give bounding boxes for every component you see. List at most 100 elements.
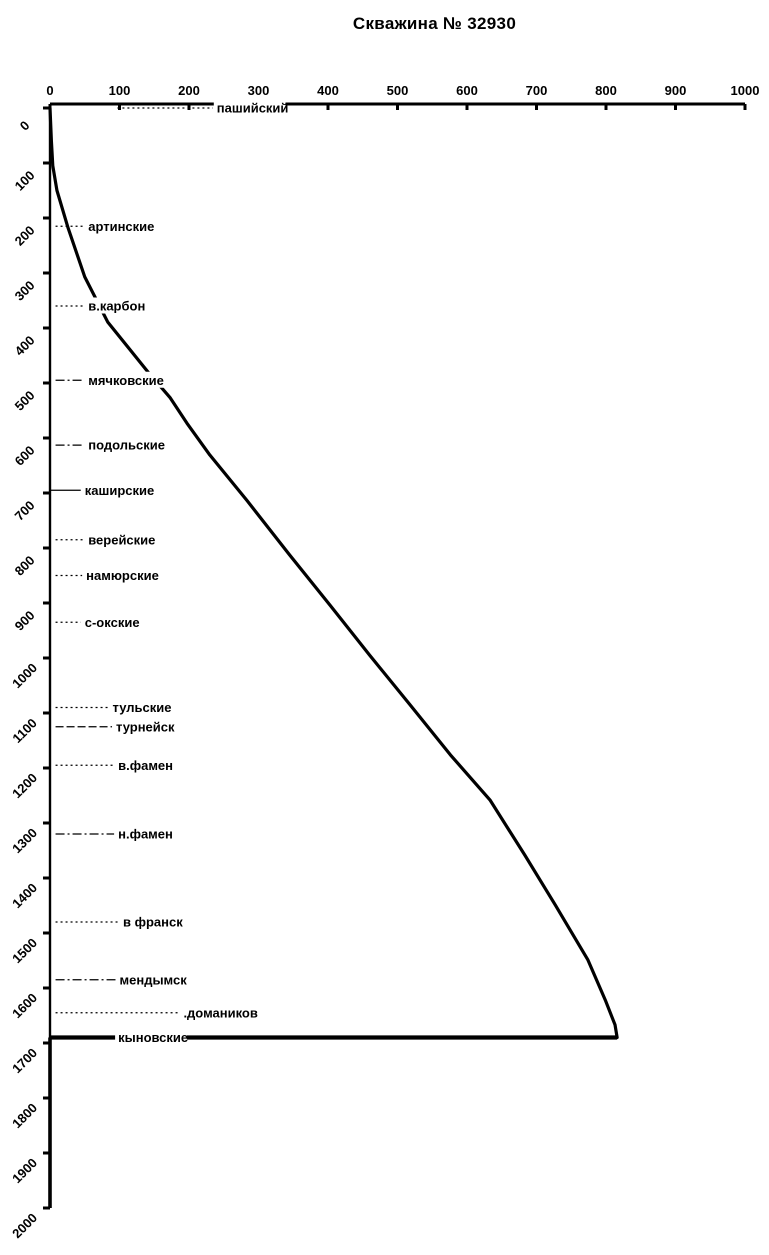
x-axis-tick: [604, 104, 608, 110]
horizon-label-bg: [109, 699, 174, 715]
horizon-label: намюрские: [86, 568, 159, 583]
horizon-label: .домаников: [183, 1005, 257, 1020]
y-axis-tick-label: 300: [12, 278, 38, 304]
x-axis-tick-label: 100: [109, 83, 131, 98]
x-axis-tick: [674, 104, 677, 110]
y-axis-tick: [43, 876, 50, 880]
horizon-label-bg: [113, 718, 178, 735]
y-axis-tick-label: 500: [12, 388, 38, 414]
x-axis-tick-label: 1000: [731, 83, 760, 98]
horizon-label: турнейск: [116, 719, 175, 734]
x-axis-tick-label: 300: [248, 83, 270, 98]
y-axis-tick-label: 700: [12, 498, 38, 524]
horizon-label: в.фамен: [118, 758, 173, 773]
y-axis-tick: [43, 271, 50, 275]
horizon-label: артинские: [88, 219, 154, 234]
x-axis-tick-label: 500: [387, 83, 409, 98]
y-axis-tick: [43, 491, 50, 495]
y-axis-tick-label: 1100: [9, 715, 40, 746]
y-axis-tick: [43, 106, 50, 110]
horizon-label-bg: [85, 217, 157, 234]
horizon-label-bg: [180, 1004, 260, 1021]
y-axis-tick: [43, 1041, 50, 1045]
y-axis-tick-label: 600: [12, 443, 38, 469]
x-axis-tick-label: 900: [665, 83, 687, 98]
y-axis-tick: [43, 381, 50, 385]
y-axis-tick-label: 1500: [9, 935, 40, 966]
x-axis-tick-label: 600: [456, 83, 478, 98]
horizon-label: в.карбон: [88, 299, 145, 314]
y-axis-tick-label: 1800: [9, 1100, 40, 1131]
horizon-label-bg: [119, 913, 185, 930]
y-axis-tick: [43, 711, 50, 715]
horizon-label: пашийский: [217, 101, 289, 116]
x-axis-tick-label: 200: [178, 83, 200, 98]
horizon-label-bg: [85, 371, 165, 388]
x-axis-tick-label: 400: [317, 83, 339, 98]
horizon-label: с-окские: [85, 615, 140, 630]
y-axis-tick: [43, 821, 50, 825]
chart-title: Скважина № 32930: [352, 14, 517, 33]
y-axis-tick: [43, 1096, 50, 1100]
horizon-label-bg: [85, 297, 150, 314]
horizon-label-bg: [85, 531, 157, 548]
horizon-label: тульские: [113, 700, 172, 715]
horizon-label-bg: [116, 971, 181, 988]
y-axis-tick-label: 1400: [9, 880, 40, 911]
y-axis-tick-label: 0: [17, 118, 33, 134]
horizon-label-bg: [213, 99, 286, 116]
y-axis-tick: [43, 656, 50, 660]
x-axis-tick: [465, 104, 469, 110]
y-axis-tick: [43, 601, 50, 605]
horizon-label: подольские: [88, 438, 165, 453]
x-axis-tick: [535, 104, 538, 110]
x-axis-tick: [187, 104, 191, 110]
x-axis-tick: [118, 104, 121, 110]
y-axis-tick-label: 1900: [9, 1155, 40, 1186]
x-axis-tick: [743, 104, 747, 110]
y-axis-tick: [43, 766, 50, 770]
y-axis-tick-label: 400: [12, 333, 38, 359]
x-axis-tick-label: 800: [595, 83, 617, 98]
x-axis-tick-label: 700: [526, 83, 548, 98]
y-axis-tick: [43, 546, 50, 550]
y-axis-tick: [43, 931, 50, 935]
y-axis-tick-label: 2000: [9, 1210, 40, 1241]
horizon-label-bg: [83, 567, 155, 583]
horizon-label-bg: [81, 613, 147, 630]
horizon-label-bg: [115, 825, 173, 842]
horizon-label-bg: [115, 756, 173, 773]
horizon-label-bg: [81, 481, 154, 498]
x-axis-tick: [326, 104, 330, 110]
horizon-label: каширские: [85, 483, 154, 498]
y-axis-tick-label: 900: [12, 608, 38, 634]
y-axis-tick-label: 1300: [9, 825, 40, 856]
y-axis-tick: [43, 436, 50, 440]
y-axis-tick-label: 1700: [9, 1045, 40, 1076]
horizon-label: в франск: [123, 915, 183, 930]
y-axis-tick: [43, 161, 50, 165]
y-axis-tick-label: 1000: [9, 660, 40, 691]
horizon-label-bg: [115, 1029, 187, 1045]
horizon-label-bg: [85, 436, 165, 453]
y-axis-tick: [43, 216, 50, 220]
depth-curve: [48, 106, 619, 1040]
horizon-label: верейские: [88, 532, 155, 547]
y-axis-tick: [43, 986, 50, 990]
horizon-label: мендымск: [120, 972, 188, 987]
x-axis-tick-label: 0: [46, 83, 53, 98]
y-axis-tick: [43, 326, 50, 330]
y-axis-tick: [43, 1151, 50, 1155]
y-axis-tick-label: 200: [12, 223, 38, 249]
horizon-label: кыновские: [118, 1030, 188, 1045]
y-axis-tick-label: 1200: [9, 770, 40, 801]
y-axis-tick-label: 800: [12, 553, 38, 579]
y-axis-tick-label: 100: [12, 168, 38, 194]
horizon-label: н.фамен: [118, 827, 173, 842]
y-axis-tick-label: 1600: [9, 990, 40, 1021]
horizon-label: мячковские: [88, 373, 164, 388]
x-axis-tick: [396, 104, 399, 110]
y-axis-tick: [43, 1206, 50, 1210]
